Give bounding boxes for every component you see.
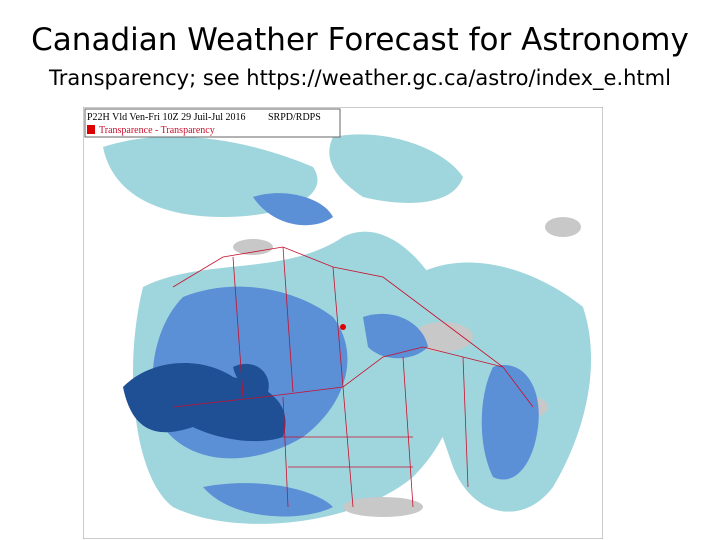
slide-subtitle: Transparency; see https://weather.gc.ca/… — [49, 66, 671, 90]
borders — [172, 246, 534, 508]
slide-title: Canadian Weather Forecast for Astronomy — [31, 22, 689, 58]
forecast-map: P22H Vld Ven-Fri 10Z 29 Juil-Jul 2016 SR… — [83, 107, 603, 539]
marker — [340, 324, 346, 330]
map-run: P22H Vld Ven-Fri 10Z 29 Juil-Jul 2016 — [87, 112, 246, 123]
flag-icon — [87, 125, 95, 134]
cloud-dark — [123, 363, 286, 442]
map-product: Transparence - Transparency — [99, 125, 215, 136]
map-model: SRPD/RDPS — [268, 112, 321, 123]
map-header-box — [84, 108, 341, 138]
